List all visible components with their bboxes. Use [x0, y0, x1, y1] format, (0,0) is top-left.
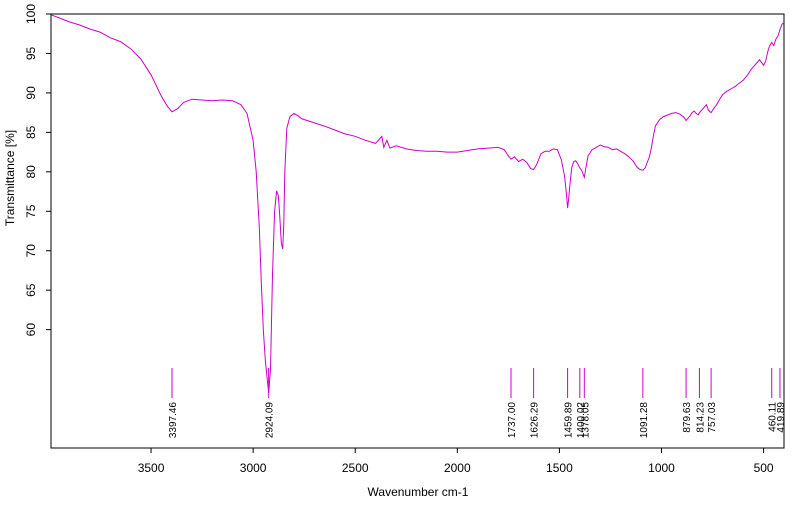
- x-tick-label: 3000: [240, 461, 267, 475]
- peak-label: 757.03: [707, 402, 718, 433]
- x-tick-label: 2000: [444, 461, 471, 475]
- y-tick-label: 70: [24, 244, 38, 258]
- peak-markers: 3397.46 2924.09 1737.00 1626.29 1459.89 1400.…: [168, 368, 787, 438]
- y-tick-label: 60: [24, 323, 38, 337]
- peak-label: 814.23: [695, 402, 706, 433]
- peak-label: 460.11: [768, 402, 779, 432]
- peak-label: 1459.89: [564, 402, 575, 439]
- peak-label: 419.89: [776, 402, 787, 433]
- x-tick-label: 500: [754, 461, 774, 475]
- x-tick-label: 1500: [546, 461, 573, 475]
- y-tick-label: 80: [24, 165, 38, 179]
- peak-label: 2924.09: [265, 402, 276, 439]
- y-tick-label: 75: [24, 204, 38, 218]
- y-axis: 60 65 70 75 80 85 90 95 100: [24, 4, 51, 337]
- peak-label: 1378.05: [580, 402, 591, 439]
- plot-frame: [50, 13, 785, 449]
- x-axis-title: Wavenumber cm-1: [368, 485, 469, 499]
- peak-label: 3397.46: [168, 402, 179, 439]
- y-axis-title: Transmittance [%]: [3, 130, 17, 226]
- x-tick-label: 3500: [138, 461, 165, 475]
- y-tick-label: 90: [24, 86, 38, 100]
- x-tick-label: 2500: [342, 461, 369, 475]
- y-tick-label: 100: [24, 4, 38, 24]
- x-axis: 3500 3000 2500 2000 1500 1000 500: [138, 448, 774, 475]
- peak-label: 1400.02: [576, 402, 587, 439]
- x-tick-label: 1000: [648, 461, 675, 475]
- spectrum-line: [50, 14, 785, 393]
- peak-label: 1091.28: [639, 402, 650, 439]
- peak-label: 1626.29: [530, 402, 541, 439]
- y-tick-label: 85: [24, 125, 38, 139]
- y-tick-label: 95: [24, 46, 38, 60]
- peak-label: 1737.00: [507, 402, 518, 439]
- peak-label: 879.63: [682, 402, 693, 433]
- y-tick-label: 65: [24, 283, 38, 297]
